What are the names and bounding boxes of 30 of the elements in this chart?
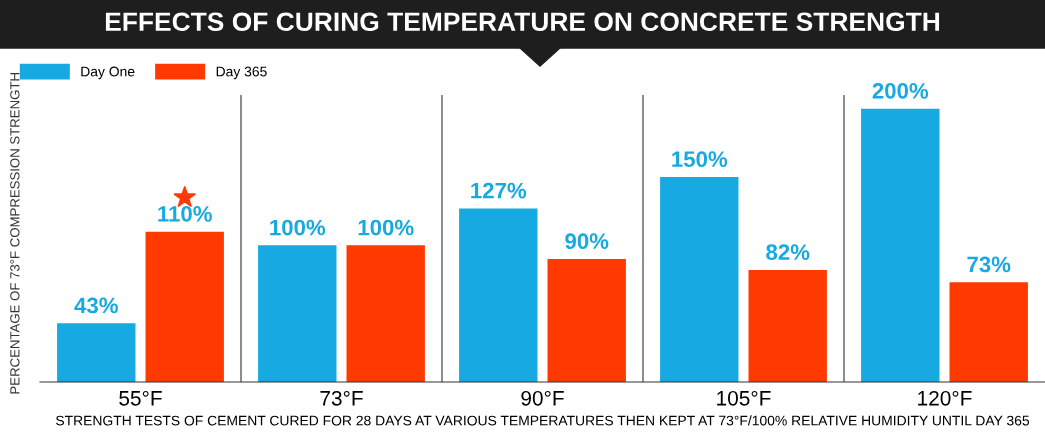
x-tick-label: 105°F: [717, 390, 771, 406]
x-axis-title: STRENGTH TESTS OF CEMENT CURED FOR 28 DAYS AT VARIOUS TEMPERATURES THEN KEPT AT 73°F/100% RELATIVE HUMIDITY UNTIL DAY 365: [56, 415, 1030, 426]
chart-title: EFFECTS OF CURING TEMPERATURE ON CONCRETE STRENGTH: [105, 12, 940, 32]
legend-label: Day 365: [216, 66, 267, 80]
x-tick-label: 55°F: [119, 390, 162, 406]
bar: [748, 269, 827, 382]
legend-label: Day One: [81, 66, 135, 80]
data-label: 90%: [565, 233, 609, 250]
data-label: 73%: [967, 256, 1011, 273]
x-tick-label: 90°F: [521, 390, 564, 406]
data-label: 100%: [270, 219, 326, 236]
x-tick-label: 73°F: [320, 390, 363, 406]
data-label: 82%: [766, 244, 810, 260]
bar: [949, 282, 1028, 382]
bar: [57, 323, 136, 382]
bar: [258, 245, 337, 382]
bar: [459, 208, 538, 382]
data-label: 200%: [872, 82, 929, 99]
y-axis-title: PERCENTAGE OF 73°F COMPRESSION STRENGTH: [10, 73, 20, 394]
data-label: 43%: [74, 297, 118, 314]
data-label: 110%: [158, 205, 212, 222]
data-label: 150%: [672, 151, 728, 168]
bar: [660, 177, 739, 382]
bar: [346, 245, 425, 382]
bar: [145, 231, 224, 382]
bar: [547, 259, 626, 382]
data-label: 100%: [358, 219, 414, 236]
data-label: 127%: [471, 182, 527, 199]
bar: [861, 108, 940, 382]
x-tick-label: 120°F: [918, 390, 972, 406]
